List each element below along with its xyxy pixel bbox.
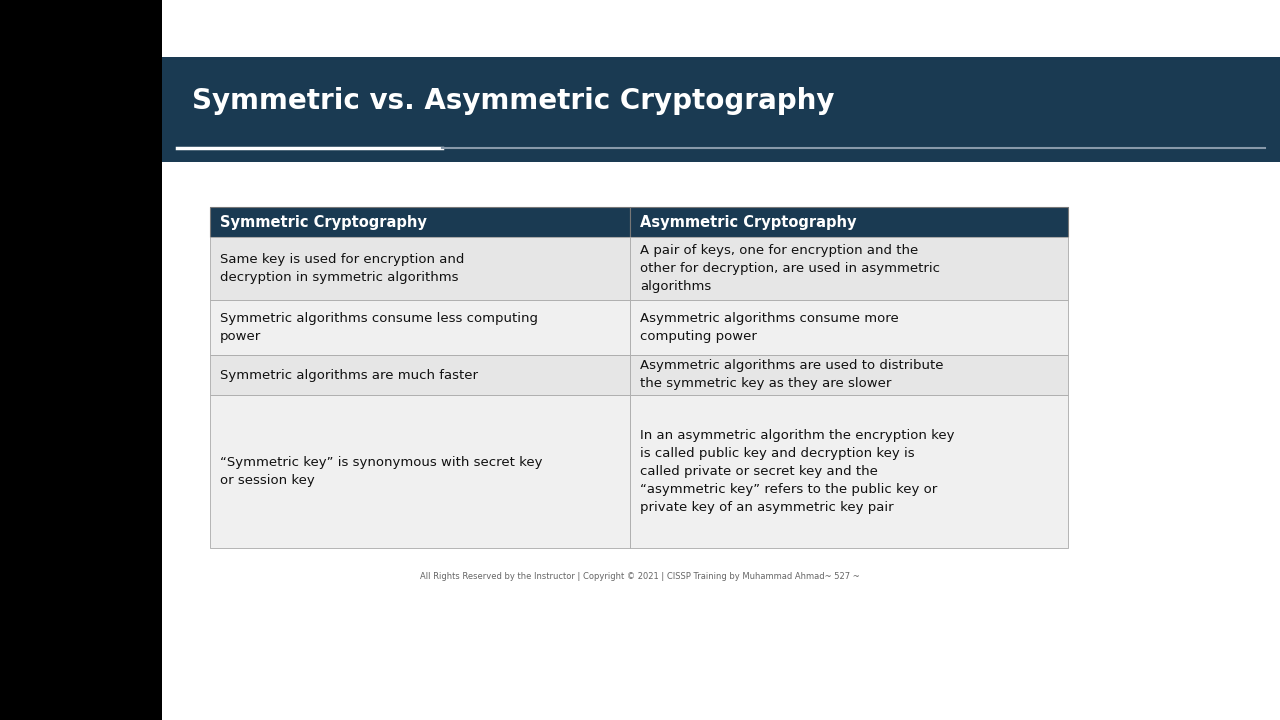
Text: Symmetric algorithms consume less computing
power: Symmetric algorithms consume less comput… (220, 312, 538, 343)
Bar (630, 237, 1068, 300)
Bar (630, 207, 1068, 237)
Text: Symmetric algorithms are much faster: Symmetric algorithms are much faster (220, 369, 477, 382)
Bar (630, 355, 1068, 395)
Bar (210, 395, 630, 548)
Text: Asymmetric Cryptography: Asymmetric Cryptography (640, 215, 856, 230)
Text: Same key is used for encryption and
decryption in symmetric algorithms: Same key is used for encryption and decr… (220, 253, 465, 284)
Bar (210, 355, 630, 395)
Text: Asymmetric algorithms consume more
computing power: Asymmetric algorithms consume more compu… (640, 312, 899, 343)
Text: Asymmetric algorithms are used to distribute
the symmetric key as they are slowe: Asymmetric algorithms are used to distri… (640, 359, 943, 390)
Bar (630, 395, 1068, 548)
Text: Symmetric vs. Asymmetric Cryptography: Symmetric vs. Asymmetric Cryptography (192, 87, 835, 115)
Bar (630, 300, 1068, 355)
Text: In an asymmetric algorithm the encryption key
is called public key and decryptio: In an asymmetric algorithm the encryptio… (640, 429, 955, 514)
Text: All Rights Reserved by the Instructor | Copyright © 2021 | CISSP Training by Muh: All Rights Reserved by the Instructor | … (420, 572, 860, 581)
Bar (210, 300, 630, 355)
Bar (210, 237, 630, 300)
Text: “Symmetric key” is synonymous with secret key
or session key: “Symmetric key” is synonymous with secre… (220, 456, 543, 487)
Text: Symmetric Cryptography: Symmetric Cryptography (220, 215, 426, 230)
Bar (163, 57, 1280, 162)
Bar (210, 207, 630, 237)
Bar (163, 0, 1280, 720)
Text: A pair of keys, one for encryption and the
other for decryption, are used in asy: A pair of keys, one for encryption and t… (640, 244, 940, 293)
